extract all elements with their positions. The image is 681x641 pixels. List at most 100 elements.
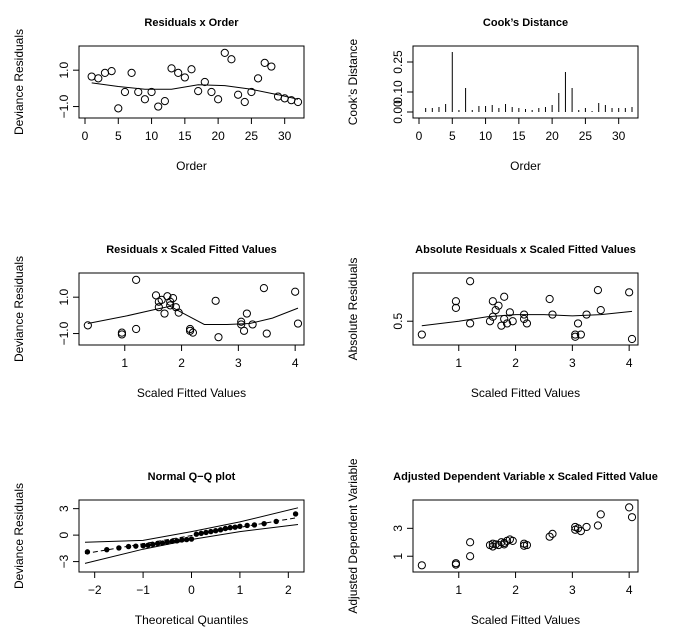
- data-point: [233, 90, 243, 99]
- x-tick-label: 30: [612, 129, 626, 143]
- data-point: [502, 319, 512, 328]
- data-point: [491, 306, 500, 315]
- data-point: [200, 77, 209, 87]
- data-point: [237, 317, 246, 326]
- data-point: [259, 283, 269, 293]
- data-point: [154, 303, 163, 312]
- qq-point: [244, 522, 250, 529]
- data-point: [117, 330, 127, 339]
- data-point: [522, 540, 532, 550]
- data-point: [147, 87, 156, 97]
- plot-frame: [78, 272, 305, 346]
- x-tick-label: 10: [145, 129, 159, 143]
- data-point: [227, 55, 236, 64]
- data-point: [522, 319, 532, 328]
- data-point: [576, 527, 585, 536]
- x-tick-label: 20: [545, 129, 559, 143]
- data-point: [248, 320, 257, 329]
- x-tick-label: 1: [121, 356, 128, 370]
- data-point: [127, 68, 136, 78]
- data-point: [508, 317, 517, 326]
- panel-3: Residuals x Scaled Fitted Values 1 2 3 4 −1.0…: [12, 244, 305, 400]
- data-point: [160, 309, 169, 318]
- plot-frame: [412, 45, 639, 119]
- data-point: [466, 538, 475, 547]
- y-axis-label: Adjusted Dependent Variable: [346, 458, 360, 614]
- data-point: [120, 87, 130, 97]
- data-point: [242, 309, 251, 318]
- y-tick-label: 1.0: [57, 62, 71, 79]
- data-point: [94, 74, 103, 83]
- y-tick-label: −1.0: [57, 321, 71, 345]
- x-tick-label: 10: [479, 129, 493, 143]
- x-tick-label: 15: [512, 129, 526, 143]
- qq-point: [213, 528, 219, 534]
- data-point: [582, 310, 591, 319]
- data-point: [545, 532, 554, 541]
- panel-title: Normal Q−Q plot: [148, 471, 236, 483]
- qq-point: [217, 527, 224, 533]
- data-point: [508, 536, 517, 545]
- data-point: [596, 510, 605, 519]
- data-point: [174, 68, 183, 78]
- data-point: [267, 62, 276, 71]
- data-point: [576, 330, 585, 339]
- y-tick-label: 1.0: [57, 289, 71, 306]
- x-axis-label: Scaled Fitted Values: [471, 613, 580, 627]
- y-tick-label: 0.25: [391, 50, 405, 74]
- x-tick-label: 0: [416, 129, 423, 143]
- data-point: [451, 297, 461, 306]
- data-point: [194, 86, 203, 96]
- data-point: [293, 97, 303, 107]
- data-point: [211, 296, 220, 305]
- y-axis-label: Deviance Residuals: [12, 256, 26, 362]
- panel-5: Normal Q−Q plot −2 −1 0 1 2 −3 0 3 Theoretical Qu…: [12, 471, 305, 627]
- data-point: [100, 68, 110, 78]
- data-point: [291, 287, 300, 296]
- y-tick-label: −3: [57, 554, 71, 568]
- data-point: [625, 288, 634, 297]
- data-point: [132, 324, 141, 334]
- x-tick-label: 5: [449, 129, 456, 143]
- x-tick-label: 20: [211, 129, 225, 143]
- y-tick-label: 3: [391, 525, 405, 532]
- data-point: [466, 319, 475, 328]
- data-point: [485, 317, 495, 326]
- data-point: [488, 297, 497, 306]
- data-point: [519, 314, 529, 324]
- y-axis-label: Deviance Residuals: [12, 483, 26, 589]
- data-point: [488, 542, 497, 551]
- data-point: [253, 74, 263, 83]
- panel-1: Residuals x Order 0 5 10 15 20 25 30 −1.0 1.0 Orde…: [12, 17, 305, 173]
- data-point: [87, 72, 96, 81]
- data-point: [571, 330, 580, 339]
- x-axis-label: Order: [510, 159, 541, 173]
- y-tick-label: 3: [57, 505, 71, 512]
- x-tick-label: 1: [455, 356, 462, 370]
- data-point: [505, 308, 514, 317]
- plot-frame: [412, 272, 639, 346]
- data-point: [262, 329, 271, 338]
- data-point: [596, 306, 605, 315]
- x-axis-label: Scaled Fitted Values: [471, 386, 580, 400]
- data-point: [157, 295, 166, 305]
- x-tick-label: 2: [285, 583, 292, 597]
- x-tick-label: 4: [626, 356, 633, 370]
- panel-title: Absolute Residuals x Scaled Fitted Value…: [415, 244, 636, 256]
- y-tick-label: 0.00: [391, 100, 405, 124]
- data-point: [451, 303, 461, 312]
- data-point: [260, 58, 269, 68]
- data-point: [188, 328, 198, 337]
- x-tick-label: 2: [178, 356, 185, 370]
- data-point: [625, 503, 634, 512]
- qq-envelope-lower: [84, 524, 299, 564]
- data-point: [132, 275, 141, 285]
- qq-envelope-upper: [84, 507, 299, 543]
- data-point: [494, 301, 503, 310]
- data-point: [571, 332, 580, 341]
- plot-frame: [78, 45, 305, 119]
- data-point: [83, 321, 92, 330]
- y-tick-label: 0: [57, 531, 71, 538]
- data-point: [593, 521, 603, 530]
- qq-reference-line: [84, 517, 299, 555]
